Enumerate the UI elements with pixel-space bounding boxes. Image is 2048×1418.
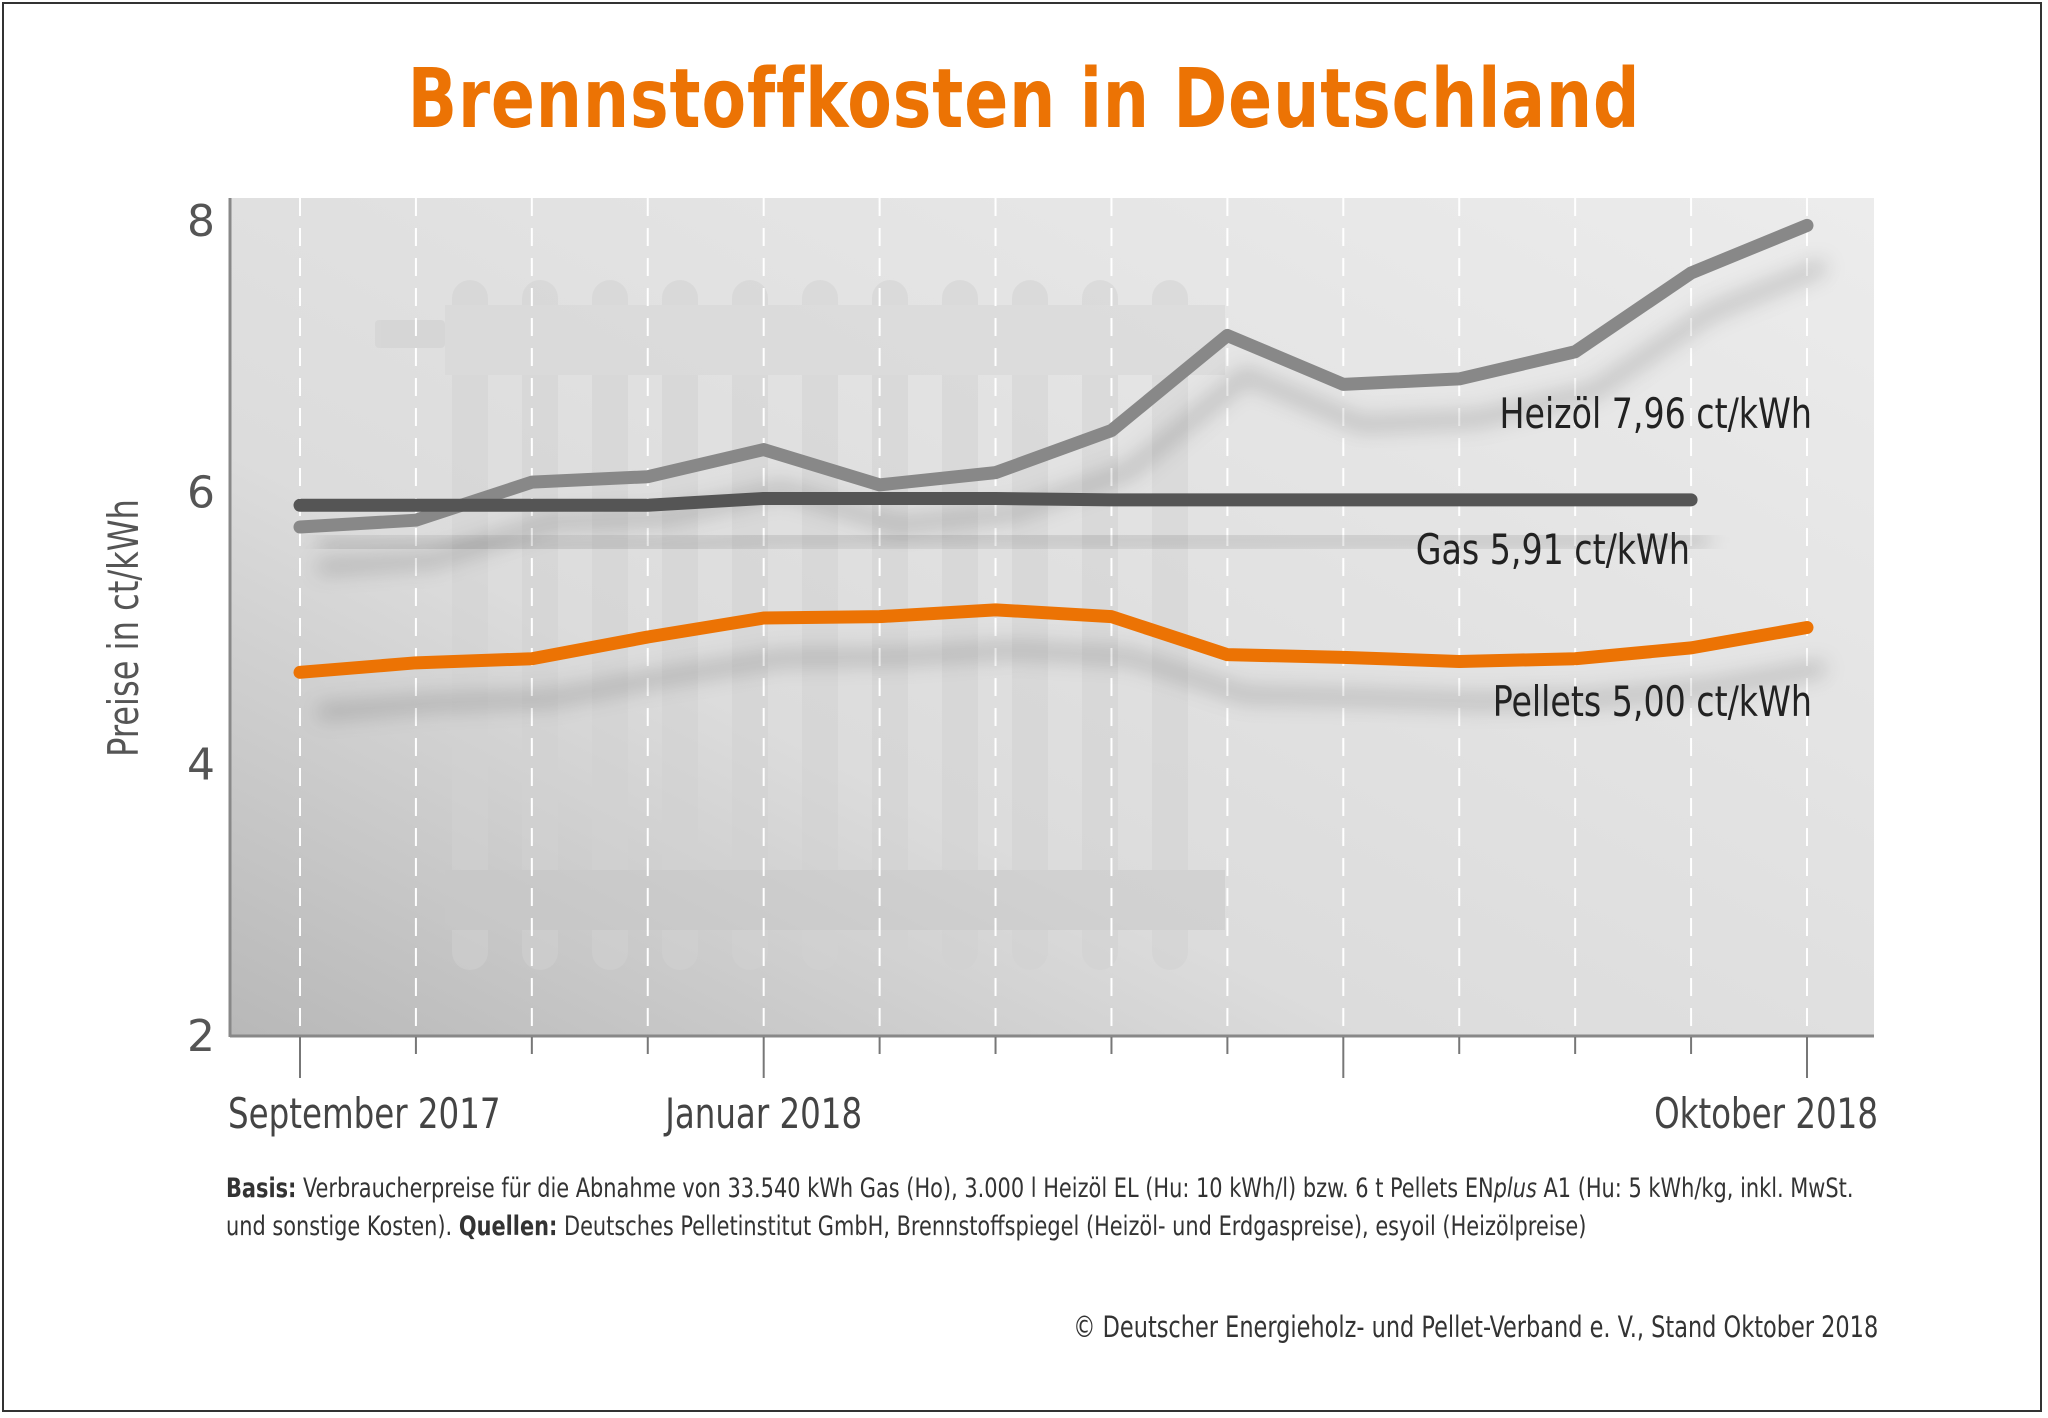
series-shadow-pellets: [317, 642, 1827, 720]
radiator-fin: [942, 280, 978, 970]
basis-label: Basis:: [226, 1173, 297, 1204]
series-shadow-heizöl: [317, 258, 1828, 574]
y-tick-label: 4: [187, 739, 215, 790]
chart-title: Brennstoffkosten in Deutschland: [407, 52, 1641, 147]
sources-text: Deutsches Pelletinstitut GmbH, Brennstof…: [557, 1211, 1587, 1242]
radiator-fin: [662, 280, 698, 970]
series-label-gas: Gas 5,91 ct/kWh: [1416, 526, 1690, 575]
radiator-top-bar: [445, 305, 1225, 375]
sources-label: Quellen:: [458, 1211, 558, 1242]
y-tick-label: 8: [187, 196, 215, 247]
radiator-fin: [802, 280, 838, 970]
series-line-gas: [293, 491, 1698, 512]
radiator-bottom-bar: [445, 870, 1225, 930]
plus-text: plus: [1493, 1173, 1537, 1204]
y-tick-label: 2: [187, 1011, 215, 1062]
y-tick-label: 6: [187, 468, 215, 519]
radiator-fin: [522, 280, 558, 970]
radiator-fin: [1082, 280, 1118, 970]
basis-text: Verbraucherpreise für die Abnahme von 33…: [296, 1173, 1494, 1204]
series-shadow-gas: [318, 531, 1710, 553]
radiator-valve: [375, 320, 445, 348]
x-tick-label: Oktober 2018: [1654, 1090, 1878, 1138]
radiator-fin: [452, 280, 488, 970]
radiator-fin: [1012, 280, 1048, 970]
radiator-fin: [872, 280, 908, 970]
x-tick-label: September 2017: [228, 1090, 501, 1138]
series-line-pellets: [293, 603, 1814, 679]
y-axis-label: Preise in ct/kWh: [100, 499, 148, 757]
radiator-fin: [592, 280, 628, 970]
basis-text-2: A1 (Hu: 5 kWh/kg, inkl. MwSt. und sonsti…: [226, 1173, 1854, 1242]
copyright: © Deutscher Energieholz- und Pellet-Verb…: [1072, 1310, 1878, 1344]
x-tick-label: Januar 2018: [663, 1090, 862, 1138]
footnote: Basis: Verbraucherpreise für die Abnahme…: [226, 1170, 1886, 1246]
series-line-heizöl: [293, 218, 1814, 534]
series-label-pellets: Pellets 5,00 ct/kWh: [1493, 678, 1812, 727]
series-label-heizöl: Heizöl 7,96 ct/kWh: [1499, 390, 1812, 439]
